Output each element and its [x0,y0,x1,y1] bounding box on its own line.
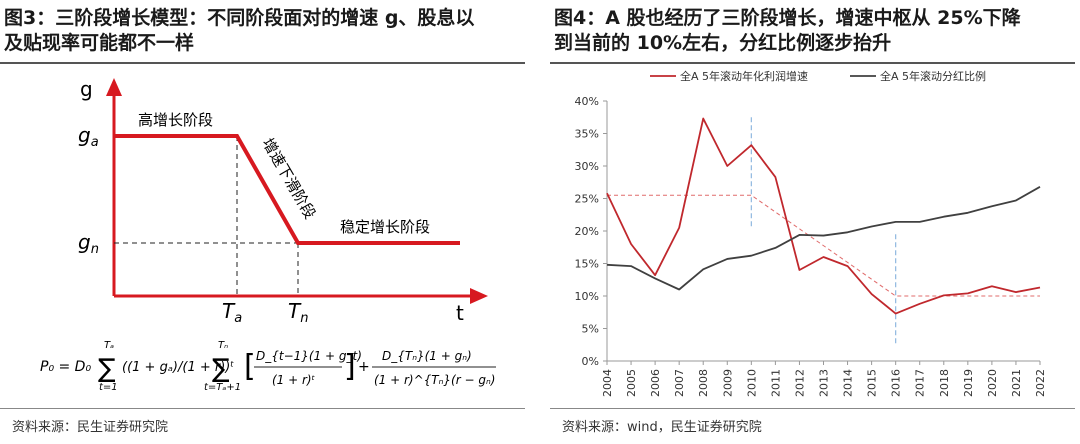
right-source-note: 资料来源：wind，民生证券研究院 [562,420,762,435]
left-title-line1: 图3：三阶段增长模型：不同阶段面对的增速 g、股息以 [4,7,475,29]
formula-lhs: P₀ = D₀ [40,359,91,375]
legend-payout-ratio-label: 全A 5年滚动分红比例 [880,69,986,83]
right-top-rule [550,62,1075,64]
trend-guide-dashed-line [607,194,1040,297]
left-panel: 图3：三阶段增长模型：不同阶段面对的增速 g、股息以 及贴现率可能都不一样 g … [0,0,530,444]
formula-sum1-upper: Tₐ [104,340,114,351]
left-figure-title: 图3：三阶段增长模型：不同阶段面对的增速 g、股息以 及贴现率可能都不一样 [4,6,524,56]
y-tick-label: 25% [575,193,599,206]
formula-term2-den: (1 + r)ᵗ [272,373,316,387]
formula-sum2-lower: t=Tₐ+1 [204,382,241,393]
profit-growth-series-line [606,117,1041,315]
y-tick-label: 15% [575,258,599,271]
formula-bracket-right: ] [344,349,356,384]
y-tick-label: 5% [582,323,599,336]
x-tick-label: 2011 [769,369,782,397]
x-tick-label: 2004 [601,369,614,397]
payout-ratio-series-line [606,186,1041,291]
right-title-line2: 到当前的 10%左右，分红比例逐步抬升 [554,32,892,54]
right-bottom-rule [550,408,1075,409]
left-bottom-rule [0,408,525,409]
x-tick-label: 2005 [625,369,638,397]
x-tick-label: 2010 [745,369,758,397]
right-title-line1: 图4：A 股也经历了三阶段增长，增速中枢从 25%下降 [554,7,1021,29]
formula-term3-den: (1 + r)^{Tₙ}(r − gₙ) [374,373,495,387]
growth-path-line [114,134,460,245]
right-panel: 图4：A 股也经历了三阶段增长，增速中枢从 25%下降 到当前的 10%左右，分… [550,0,1080,444]
y-tick-label: 0% [582,355,599,368]
x-tick-label: 2014 [842,369,855,397]
y-tick-label: 30% [575,160,599,173]
y-tick-label: 20% [575,225,599,238]
diagram-y-axis-label: g [80,77,93,101]
formula-term1: ((1 + gₐ)/(1 + r))ᵗ [122,360,234,375]
formula-term2-num: D_{t−1}(1 + g_t) [256,349,362,363]
x-tick-label: 2007 [673,369,686,397]
y-tick-label: 40% [575,95,599,108]
diagram-y-arrow [106,78,122,96]
x-tick-label: 2016 [890,369,903,397]
diagram-x-arrow [470,288,488,304]
formula-term3-num: D_{Tₙ}(1 + gₙ) [382,349,472,363]
y-tick-label: 35% [575,128,599,141]
x-tick-label: 2022 [1034,369,1047,397]
x-tick-label: 2006 [649,369,662,397]
right-figure-title: 图4：A 股也经历了三阶段增长，增速中枢从 25%下降 到当前的 10%左右，分… [554,6,1074,56]
ta-label: Ta [222,299,242,326]
x-tick-label: 2009 [721,369,734,397]
tn-label: Tn [288,299,308,326]
gn-label: gn [78,230,99,257]
x-tick-label: 2013 [818,369,831,397]
formula-sum2-upper: Tₙ [218,340,228,351]
stage1-label: 高增长阶段 [138,111,213,129]
valuation-formula: P₀ = D₀ ∑ Tₐ t=1 ((1 + gₐ)/(1 + r))ᵗ ∑ T… [40,340,496,393]
x-tick-label: 2018 [938,369,951,397]
formula-plus: + [358,359,370,375]
stage2-label: 增速下滑阶段 [259,135,320,222]
x-tick-label: 2017 [914,369,927,397]
x-tick-label: 2015 [866,369,879,397]
line-chart: 0% 5% 10% 15% 20% 25% 30% 35% 40% 2004 2005 2006 200… [575,69,1047,397]
ga-label: ga [78,123,99,150]
x-tick-label: 2008 [697,369,710,397]
left-top-rule [0,62,525,64]
left-title-line2: 及贴现率可能都不一样 [4,32,195,54]
legend-profit-growth-label: 全A 5年滚动年化利润增速 [680,69,808,83]
x-tick-label: 2020 [986,369,999,397]
stage3-label: 稳定增长阶段 [340,218,430,236]
y-tick-label: 10% [575,290,599,303]
diagram-x-axis-label: t [456,301,464,325]
formula-bracket-left: [ [244,349,256,384]
formula-sum1: ∑ [98,354,116,384]
formula-sum1-lower: t=1 [99,382,118,393]
x-tick-label: 2021 [1010,369,1023,397]
left-source-note: 资料来源：民生证券研究院 [12,420,169,435]
x-tick-label: 2019 [962,369,975,397]
three-stage-diagram: g t ga gn Ta Tn 高增长阶段 增速下滑阶段 稳定增长阶段 P₀ =… [40,77,496,393]
x-tick-label: 2012 [793,369,806,397]
formula-sum2: ∑ [212,354,230,384]
